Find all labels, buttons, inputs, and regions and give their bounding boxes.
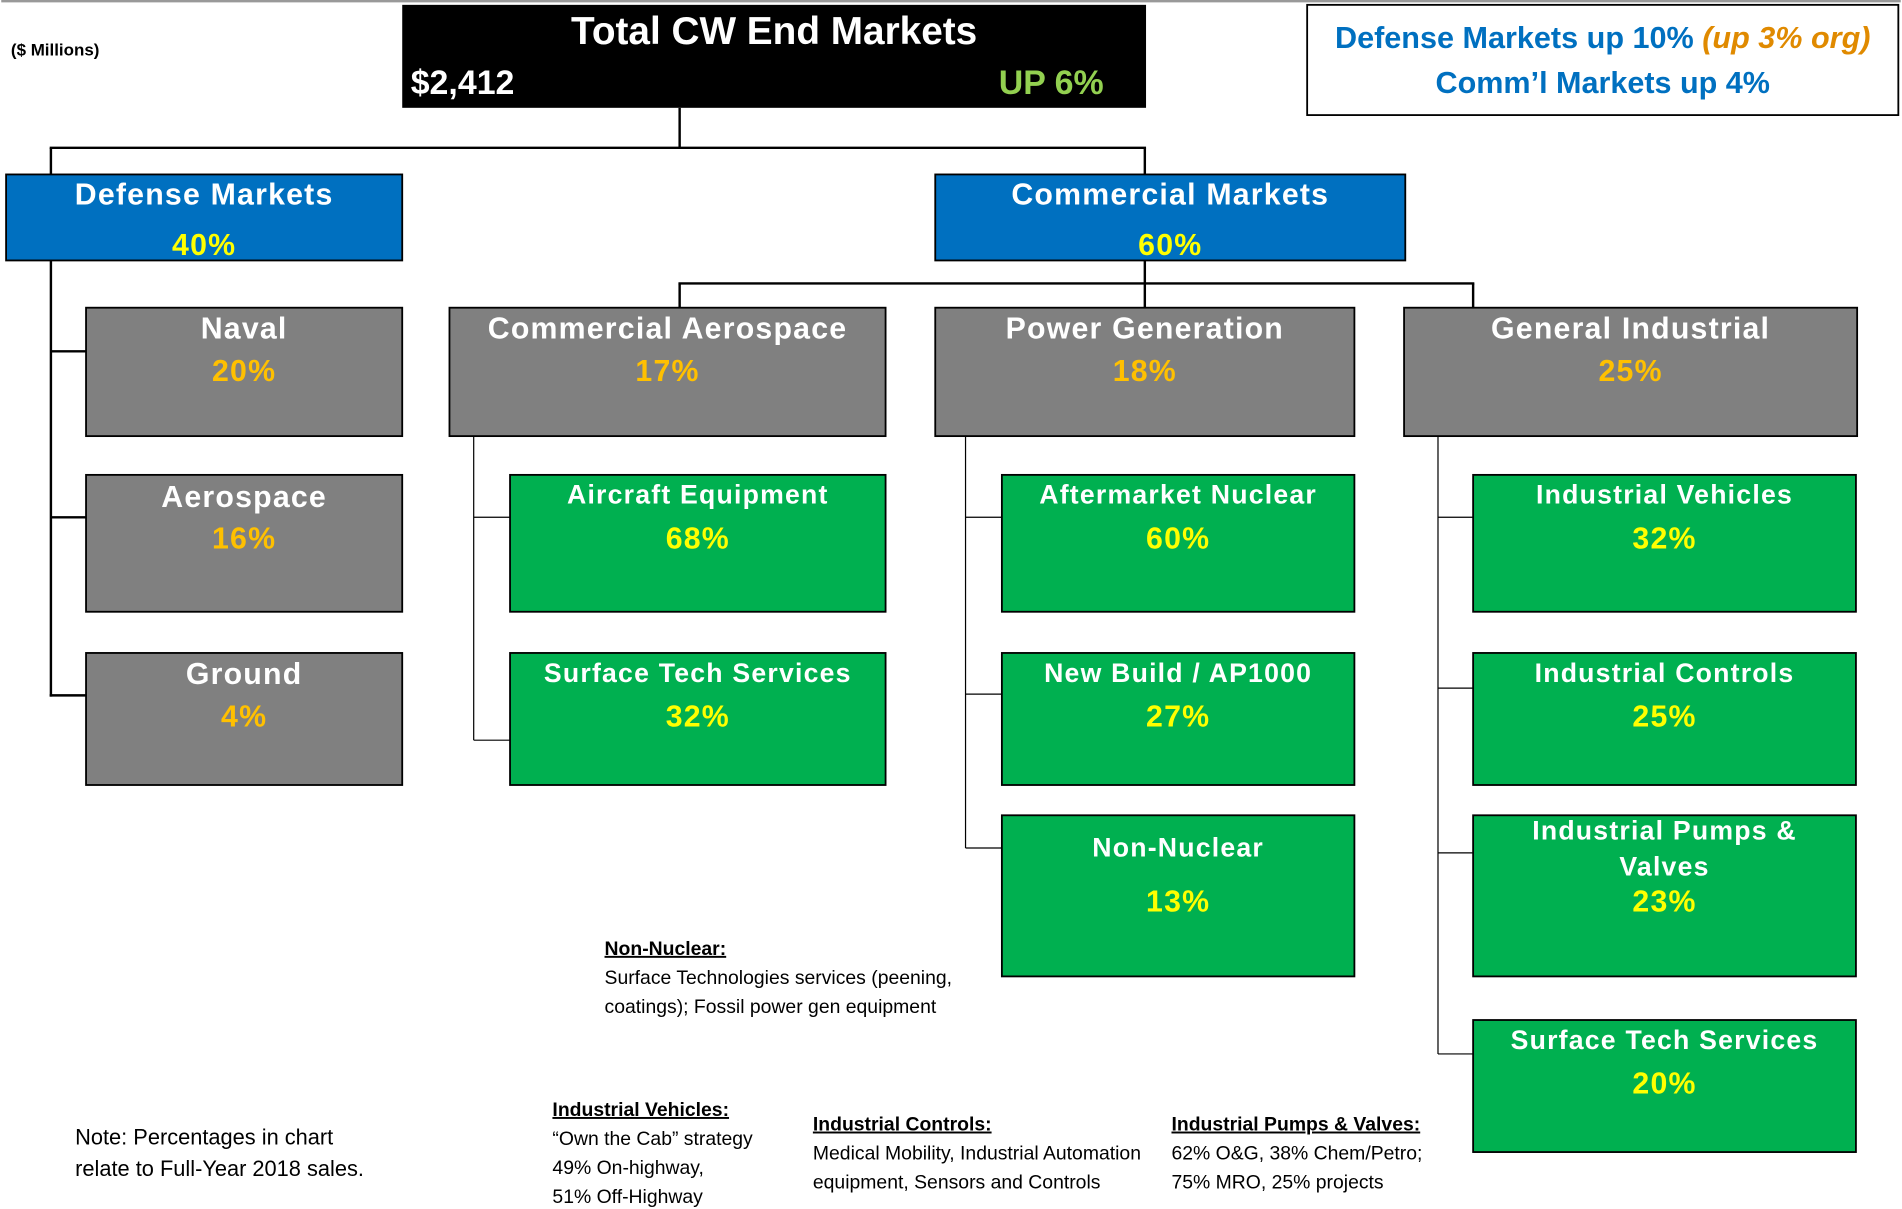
summary-organic: (up 3% org) — [1702, 22, 1870, 55]
node-value: 32% — [1632, 522, 1696, 555]
node-value: 25% — [1632, 700, 1696, 733]
summary-defense: Defense Markets up 10% — [1335, 22, 1702, 55]
node-value: 13% — [1146, 886, 1210, 919]
node-box — [1472, 473, 1857, 613]
node-box — [509, 473, 887, 613]
note-line: Medical Mobility, Industrial Automation — [813, 1143, 1141, 1165]
node-box — [1403, 306, 1859, 438]
total-value: $2,412 — [411, 64, 515, 102]
note-title: Industrial Pumps & Valves: — [1171, 1114, 1420, 1136]
node-label: Industrial Pumps & — [1532, 815, 1797, 845]
total-title: Total CW End Markets — [571, 10, 977, 53]
node-value: 23% — [1632, 886, 1696, 919]
note-line: Surface Technologies services (peening, — [605, 967, 953, 989]
node-value: 20% — [212, 355, 276, 388]
node-label: Commercial Markets — [1011, 178, 1329, 211]
note-line: “Own the Cab” strategy — [552, 1128, 753, 1150]
node-value: 32% — [666, 700, 730, 733]
note-line: 51% Off-Highway — [552, 1186, 703, 1208]
node-box — [1000, 814, 1356, 978]
node-box — [1472, 814, 1857, 978]
node-value: 20% — [1632, 1067, 1696, 1100]
node-label: Ground — [186, 658, 303, 691]
node-label: Surface Tech Services — [544, 658, 852, 688]
node-label: Defense Markets — [75, 178, 334, 211]
total-change: UP 6% — [999, 64, 1104, 102]
summary-line: Defense Markets up 10% (up 3% org) — [1335, 22, 1870, 55]
node-value: 27% — [1146, 700, 1210, 733]
node-box — [448, 306, 887, 438]
node-value: 4% — [221, 700, 267, 733]
node-label: Naval — [201, 313, 288, 346]
node-box — [509, 652, 887, 786]
total-box — [402, 4, 1147, 108]
node-box — [5, 173, 404, 262]
note-line: 75% MRO, 25% projects — [1171, 1172, 1383, 1194]
units: ($ Millions) — [11, 40, 99, 59]
note-title: Industrial Controls: — [813, 1114, 992, 1136]
node-box — [85, 306, 404, 438]
node-label: Aftermarket Nuclear — [1039, 480, 1317, 510]
note-title: Industrial Vehicles: — [552, 1099, 729, 1121]
node-value: 60% — [1138, 229, 1202, 262]
node-label: New Build / AP1000 — [1044, 658, 1312, 688]
note-line: 62% O&G, 38% Chem/Petro; — [1171, 1143, 1422, 1165]
node-box — [1000, 652, 1356, 786]
node-label: Industrial Controls — [1535, 658, 1795, 688]
node-label: Industrial Vehicles — [1536, 480, 1793, 510]
node-box — [85, 473, 404, 613]
node-box — [1472, 652, 1857, 786]
node-label: Aerospace — [161, 481, 327, 514]
node-label: Commercial Aerospace — [488, 313, 848, 346]
node-label: Surface Tech Services — [1511, 1025, 1819, 1055]
node-box — [1000, 473, 1356, 613]
node-label: Valves — [1619, 852, 1709, 882]
note-line: coatings); Fossil power gen equipment — [605, 996, 937, 1018]
note-line: equipment, Sensors and Controls — [813, 1172, 1101, 1194]
node-box — [934, 173, 1407, 262]
node-value: 68% — [666, 522, 730, 555]
node-value: 16% — [212, 522, 276, 555]
footnote: Note: Percentages in chart — [75, 1125, 333, 1150]
footnote: relate to Full-Year 2018 sales. — [75, 1156, 364, 1181]
node-value: 18% — [1113, 355, 1177, 388]
node-label: Non-Nuclear — [1092, 832, 1264, 862]
node-label: Aircraft Equipment — [567, 480, 829, 510]
node-value: 60% — [1146, 522, 1210, 555]
node-box — [85, 652, 404, 786]
node-value: 17% — [635, 355, 699, 388]
summary-box — [1306, 3, 1900, 116]
node-value: 40% — [172, 229, 236, 262]
connectors — [49, 107, 1475, 1055]
node-box — [1472, 1019, 1857, 1153]
note-line: 49% On-highway, — [552, 1157, 704, 1179]
note-title: Non-Nuclear: — [605, 938, 727, 960]
summary-commercial: Comm’l Markets up 4% — [1436, 67, 1770, 100]
node-label: General Industrial — [1491, 313, 1770, 346]
node-value: 25% — [1598, 355, 1662, 388]
node-box — [934, 306, 1356, 438]
node-label: Power Generation — [1006, 313, 1284, 346]
